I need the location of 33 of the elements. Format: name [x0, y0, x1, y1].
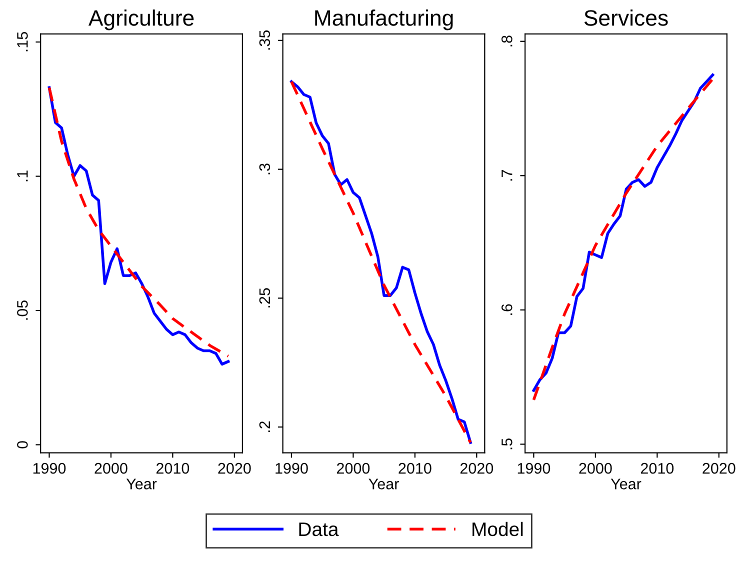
x-axis-title: Year [368, 478, 399, 490]
x-tick-label: 1990 [33, 462, 66, 474]
legend-label: Model [472, 522, 523, 536]
chart-title: Agriculture [88, 10, 194, 30]
y-tick-label: .35 [259, 30, 270, 50]
x-tick-label: 2010 [640, 462, 674, 474]
x-axis-title: Year [610, 478, 642, 490]
x-tick-label: 2010 [398, 462, 432, 474]
x-tick-label: 2010 [156, 462, 190, 474]
y-tick-label: .05 [17, 300, 28, 320]
x-tick-label: 2020 [702, 462, 736, 474]
y-tick-label: 0 [17, 441, 28, 448]
y-tick-label: .3 [259, 164, 270, 174]
y-tick-label: .1 [17, 170, 28, 182]
y-tick-label: .25 [259, 288, 270, 308]
y-tick-label: .8 [502, 36, 512, 46]
x-tick-label: 2020 [460, 462, 494, 474]
x-tick-label: 2000 [94, 462, 128, 474]
y-tick-label: .6 [502, 304, 512, 315]
x-tick-label: 1990 [276, 462, 308, 474]
x-tick-label: 2020 [218, 462, 251, 474]
y-tick-label: .7 [502, 170, 512, 181]
y-tick-label: .5 [502, 438, 512, 450]
legend-label: Data [299, 522, 339, 536]
line-series [290, 80, 472, 444]
chart-title: Manufacturing [315, 10, 453, 30]
y-tick-label: .15 [17, 32, 28, 52]
x-tick-label: 1990 [518, 462, 550, 474]
chart-title: Services [584, 10, 668, 26]
y-tick-label: .2 [259, 421, 270, 432]
x-tick-label: 2000 [336, 462, 370, 474]
x-tick-label: 2000 [579, 462, 612, 474]
x-axis-title: Year [126, 478, 157, 490]
